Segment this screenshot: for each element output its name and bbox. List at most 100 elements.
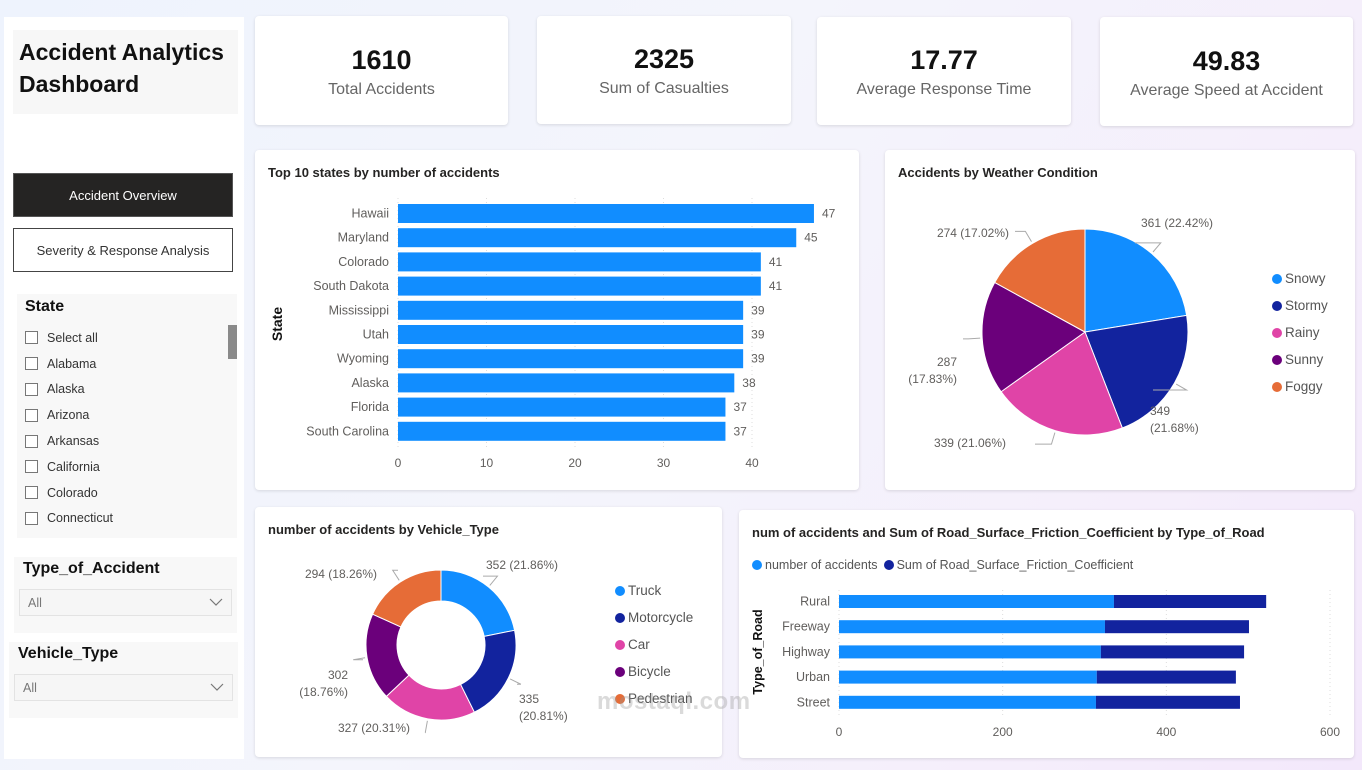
legend-item[interactable]: Rainy (1272, 319, 1328, 346)
legend-label: Car (628, 637, 650, 652)
bar (398, 300, 744, 320)
x-tick-label: 0 (836, 725, 843, 739)
top-states-chart-card: Top 10 states by number of accidents 0 10… (255, 150, 859, 490)
leader-line (1135, 242, 1162, 253)
legend-item[interactable]: Stormy (1272, 292, 1328, 319)
data-label: 287 (937, 355, 957, 369)
state-slicer-item[interactable]: Arkansas (25, 428, 113, 454)
pie-slice (1084, 314, 1189, 429)
checkbox-icon[interactable] (25, 331, 38, 345)
legend-dot-icon (615, 693, 625, 704)
vehicle-type-dropdown[interactable]: All (14, 674, 233, 701)
legend-item[interactable]: Bicycle (615, 658, 693, 685)
legend-item[interactable]: Snowy (1272, 265, 1328, 292)
data-label: (20.81%) (519, 709, 568, 723)
pie-slice (994, 228, 1086, 333)
data-label: 39 (751, 303, 765, 317)
weather-pie-chart: 361 (22.42%) 349 (21.68%) 339 (21.06%) 287 (1… (908, 216, 1213, 450)
sidebar: Accident Analytics Dashboard Accident Ov… (4, 17, 244, 759)
state-slicer-item[interactable]: Alaska (25, 377, 113, 403)
y-tick-label: Mississippi (329, 303, 389, 317)
state-slicer-item[interactable]: California (25, 454, 113, 480)
legend-item[interactable]: Motorcycle (615, 604, 693, 631)
leader-line (1015, 230, 1032, 242)
y-tick-label: Freeway (782, 620, 831, 634)
legend-item[interactable]: Sum of Road_Surface_Friction_Coefficient (883, 558, 1133, 572)
kpi-card-sum-of-casualties: 2325 Sum of Casualties (537, 16, 791, 124)
bar (398, 397, 726, 417)
kpi-value: 1610 (351, 44, 412, 75)
bar (398, 252, 761, 272)
dashboard-title-box: Accident Analytics Dashboard (13, 30, 238, 114)
legend-item[interactable]: Foggy (1272, 373, 1328, 400)
legend-label: Bicycle (628, 664, 671, 679)
legend-item[interactable]: Car (615, 631, 693, 658)
data-label: 38 (742, 376, 756, 390)
pie-slice (371, 569, 442, 628)
legend-item[interactable]: number of accidents (752, 558, 878, 572)
state-slicer-item[interactable]: Arizona (25, 402, 113, 428)
legend-item[interactable]: Truck (615, 577, 693, 604)
state-slicer-item-label: Select all (47, 330, 98, 345)
leader-line (353, 657, 366, 661)
data-label: 352 (21.86%) (486, 558, 558, 572)
leader-line (1035, 432, 1056, 445)
state-slicer-item[interactable]: Colorado (25, 480, 113, 506)
type-of-accident-value: All (28, 595, 42, 610)
chevron-down-icon (209, 598, 223, 606)
bar (398, 349, 744, 369)
data-label: (18.76%) (299, 685, 348, 699)
kpi-label: Sum of Casualties (599, 80, 729, 97)
checkbox-icon[interactable] (25, 382, 38, 396)
type-of-accident-dropdown[interactable]: All (19, 589, 232, 616)
y-tick-label: Urban (796, 670, 830, 684)
data-label: 41 (769, 279, 783, 293)
y-tick-label: Wyoming (337, 352, 389, 366)
x-tick-label: 30 (657, 456, 671, 470)
nav-severity-response-button[interactable]: Severity & Response Analysis (13, 228, 233, 272)
y-tick-label: Highway (782, 645, 831, 659)
checkbox-icon[interactable] (25, 460, 38, 474)
leader-line (483, 575, 499, 586)
legend-item[interactable]: Pedestrian (615, 685, 693, 712)
checkbox-icon[interactable] (25, 486, 38, 500)
bar-segment (1100, 645, 1245, 659)
state-slicer-item[interactable]: Select all (25, 325, 113, 351)
y-tick-label: Maryland (338, 231, 389, 245)
checkbox-icon[interactable] (25, 357, 38, 371)
bar-segment (839, 670, 1097, 684)
data-label: (17.83%) (908, 372, 957, 386)
x-tick-label: 20 (568, 456, 582, 470)
kpi-value: 17.77 (910, 45, 978, 75)
vehicle-type-slicer: Vehicle_Type All (9, 642, 238, 718)
dashboard-title: Accident Analytics Dashboard (19, 39, 224, 97)
state-slicer-item[interactable]: Alabama (25, 351, 113, 377)
bar-segment (839, 695, 1096, 709)
state-slicer-item[interactable]: Connecticut (25, 506, 113, 532)
nav-accident-overview-button[interactable]: Accident Overview (13, 173, 233, 217)
checkbox-icon[interactable] (25, 408, 38, 422)
state-slicer-item-label: Alaska (47, 382, 85, 397)
chart-title: num of accidents and Sum of Road_Surface… (752, 525, 1265, 540)
data-label: 349 (1150, 404, 1170, 418)
road-type-chart-card: num of accidents and Sum of Road_Surface… (739, 510, 1354, 758)
pie-slice (459, 629, 517, 713)
kpi-label: Total Accidents (328, 80, 435, 98)
data-label: 294 (18.26%) (305, 567, 377, 581)
state-slicer-item-label: Colorado (47, 485, 98, 500)
type-of-accident-title: Type_of_Accident (23, 560, 160, 577)
x-tick-label: 200 (993, 725, 1013, 739)
legend-item[interactable]: Sunny (1272, 346, 1328, 373)
state-slicer: State Select all Alabama Alaska Arizona Arka… (17, 294, 237, 538)
state-slicer-scrollbar[interactable] (228, 325, 237, 359)
checkbox-icon[interactable] (25, 434, 38, 448)
vehicle-donut-chart-card: number of accidents by Vehicle_Type 352 … (255, 507, 722, 757)
kpi-card-average-speed: 49.83 Average Speed at Accident (1100, 17, 1353, 126)
y-tick-label: South Dakota (313, 279, 389, 293)
legend-label: Snowy (1285, 271, 1326, 286)
data-label: 335 (519, 692, 539, 706)
vehicle-legend: Truck Motorcycle Car Bicycle Pedestrian (615, 577, 693, 712)
pie-slice (1084, 228, 1188, 333)
top-states-bar-chart: 0 10 20 30 40 Hawaii 47 Maryland 45 Colorado 41 Sou… (269, 198, 836, 470)
checkbox-icon[interactable] (25, 511, 38, 525)
